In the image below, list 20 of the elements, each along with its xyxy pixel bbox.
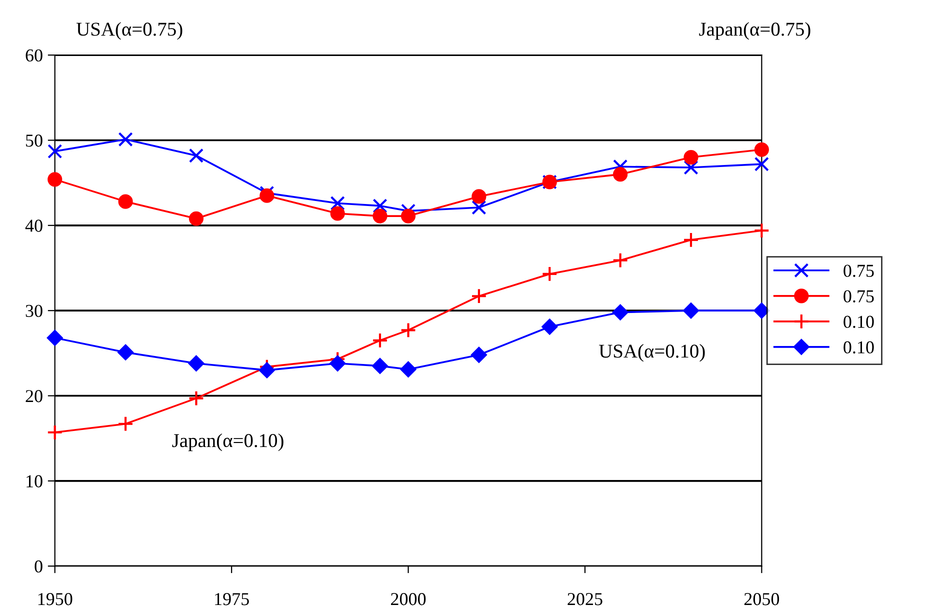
text: Japan(α=0.75) — [699, 22, 810, 40]
text: USA(α=0.75) — [76, 22, 182, 40]
annotation: USA(α=0.10) — [599, 344, 705, 362]
x-tick-label: 2050 — [744, 593, 780, 606]
y-tick-label: 10 — [26, 475, 42, 488]
legend-label: 0.75 — [844, 290, 874, 302]
legend-label: 0.75 — [844, 264, 874, 277]
x-tick-label: 1975 — [215, 593, 249, 606]
y-tick-label: 0 — [34, 560, 42, 573]
y-tick-label: 30 — [26, 304, 42, 318]
y-tick-label: 60 — [26, 49, 42, 62]
x-tick-label: 1950 — [38, 593, 72, 606]
legend-label: 0.10 — [844, 316, 874, 328]
annotation: Japan(α=0.10) — [172, 433, 284, 452]
y-tick-label: 40 — [25, 220, 42, 232]
x-tick-label: 2000 — [391, 593, 426, 606]
legend-label: 0.10 — [844, 341, 874, 354]
x-tick-label: 2025 — [568, 593, 602, 606]
y-tick-label: 20 — [26, 390, 42, 402]
y-tick-label: 50 — [26, 134, 42, 147]
